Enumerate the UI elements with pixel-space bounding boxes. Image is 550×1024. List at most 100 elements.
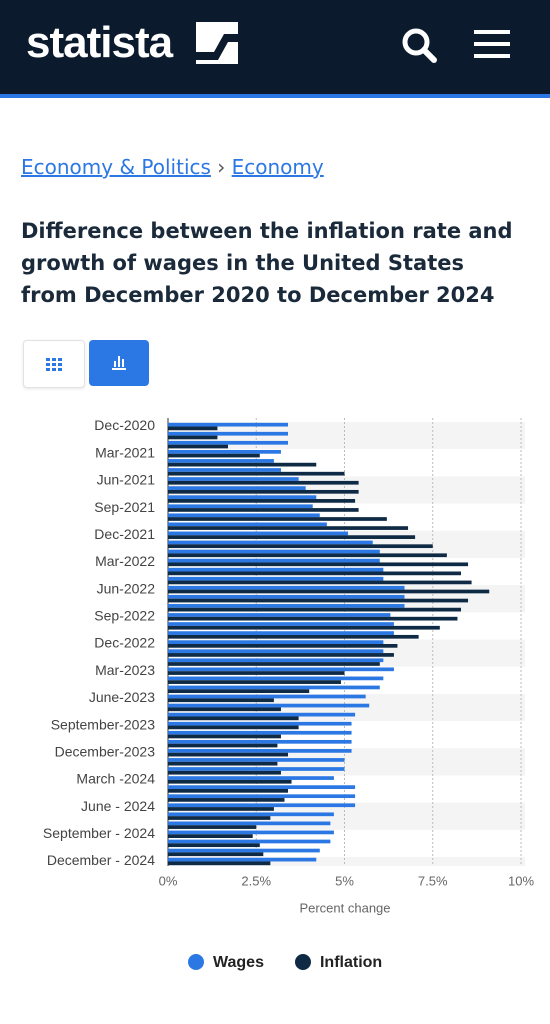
bar (168, 571, 461, 576)
bar (168, 625, 440, 630)
bar (168, 721, 352, 726)
y-tick-label: Mar-2021 (95, 444, 155, 460)
y-tick-label: March -2024 (76, 771, 155, 787)
bar (168, 549, 380, 554)
logo[interactable]: statista (26, 18, 173, 67)
bar (168, 489, 359, 494)
bar (168, 857, 317, 862)
legend-label: Inflation (320, 954, 382, 971)
x-tick-label: 5% (335, 873, 354, 888)
bar (168, 567, 384, 572)
menu-icon[interactable] (474, 28, 512, 60)
bar (168, 508, 359, 512)
header: statista (0, 0, 550, 98)
bar (168, 716, 299, 721)
y-tick-label: September-2023 (51, 716, 156, 732)
x-tick-label: 10% (508, 873, 534, 888)
bar (168, 589, 490, 594)
y-tick-label: Jun-2021 (97, 472, 156, 488)
bar (168, 480, 359, 485)
x-tick-label: 2.5% (241, 873, 271, 888)
bar (168, 580, 472, 585)
bar (168, 848, 320, 853)
y-tick-label: Mar-2023 (95, 662, 155, 678)
bar (168, 812, 334, 817)
bar (168, 440, 289, 445)
bar (168, 794, 356, 799)
bar (168, 667, 394, 672)
x-axis-title: Percent change (299, 900, 390, 915)
bar (168, 622, 394, 626)
bar (168, 426, 218, 431)
bar (168, 816, 271, 820)
bar (168, 540, 373, 545)
bar (168, 725, 299, 730)
bar (168, 734, 281, 739)
bar (168, 513, 320, 518)
breadcrumb-link[interactable]: Economy & Politics (21, 155, 211, 179)
bar (168, 453, 260, 458)
chart-view-button[interactable] (89, 340, 149, 386)
bar (168, 544, 433, 549)
y-tick-label: Sep-2022 (94, 608, 155, 624)
bar (168, 761, 278, 766)
bar (168, 495, 317, 500)
bar (168, 477, 299, 481)
bar (168, 499, 356, 503)
legend-marker (188, 954, 204, 970)
bar (168, 779, 292, 784)
bar (168, 743, 278, 748)
bar (168, 671, 345, 675)
chart: Percent change 0% 2.5% 5% 7.5% 10% Dec-2020 Ma… (43, 417, 535, 971)
y-tick-label: Dec-2020 (94, 417, 155, 433)
table-view-button[interactable] (23, 340, 85, 388)
bar (168, 676, 384, 681)
bar (168, 658, 384, 663)
bar (168, 770, 281, 775)
bar (168, 821, 331, 826)
y-tick-label: December - 2024 (47, 852, 155, 868)
bar (168, 462, 317, 467)
bar (168, 807, 274, 811)
bar (168, 698, 274, 703)
y-tick-label: Dec-2021 (94, 526, 155, 542)
bar (168, 830, 334, 835)
y-tick-label: Jun-2022 (97, 580, 156, 596)
bar (168, 644, 398, 648)
table-icon (46, 358, 62, 371)
bar (168, 640, 384, 644)
breadcrumb-link[interactable]: Economy (231, 155, 324, 179)
bar (168, 604, 405, 608)
legend-marker (294, 954, 311, 970)
bar (168, 468, 281, 472)
row-band (168, 856, 525, 866)
bar (168, 444, 229, 449)
bar (168, 526, 409, 530)
y-tick-label: June - 2024 (81, 798, 155, 814)
bar (168, 798, 285, 802)
bar (168, 712, 356, 717)
logo-icon (196, 22, 238, 64)
bar (168, 422, 289, 427)
bar (168, 694, 366, 699)
bar (168, 607, 461, 612)
bar (168, 861, 271, 866)
y-tick-label: Mar-2022 (95, 553, 155, 569)
bar (168, 839, 331, 844)
y-tick-label: December-2023 (55, 743, 156, 759)
y-tick-label: Sep-2021 (94, 499, 155, 515)
bar (168, 576, 384, 581)
y-tick-label: Dec-2022 (94, 635, 155, 651)
bar (168, 739, 352, 744)
search-icon[interactable] (400, 26, 438, 64)
bar (168, 598, 469, 603)
bar (168, 653, 394, 657)
bar (168, 758, 345, 762)
bar (168, 594, 405, 599)
bar (168, 685, 380, 690)
bar (168, 486, 306, 490)
chart-title: Difference between the inflation rate an… (21, 219, 513, 307)
bar (168, 785, 356, 789)
bar (168, 852, 264, 857)
